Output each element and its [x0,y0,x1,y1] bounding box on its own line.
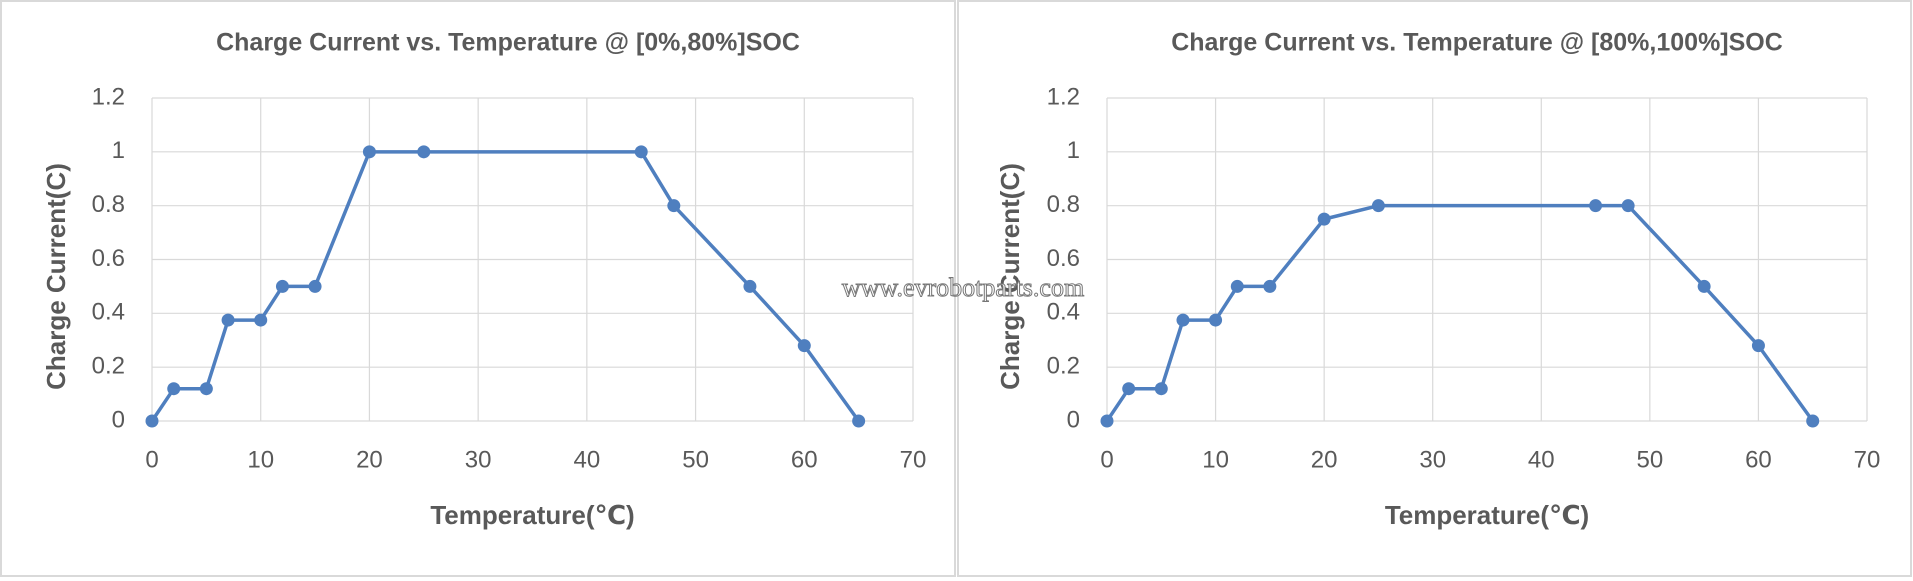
data-point [667,199,681,213]
x-tick-label: 10 [247,446,274,473]
y-tick-label: 1 [1067,137,1080,164]
series-line [150,150,861,423]
data-point [1806,414,1820,428]
y-tick-label: 1 [112,137,125,164]
data-point [145,414,159,428]
x-axis-label: Temperature(℃) [430,500,634,530]
y-axis-label: Charge Current(C) [995,163,1025,390]
charts: Charge Current vs. Temperature @ [0%,80%… [41,29,1880,530]
x-tick-label: 30 [1419,446,1446,473]
y-tick-label: 0.6 [1047,245,1080,272]
x-tick-label: 50 [1637,446,1664,473]
x-tick-label: 40 [574,446,601,473]
data-point [167,382,181,396]
data-point [1697,279,1711,293]
y-axis-label: Charge Current(C) [41,163,71,390]
x-tick-label: 10 [1202,446,1229,473]
chart-panel [957,0,1912,577]
y-tick-label: 0.4 [1047,299,1080,326]
data-point [1371,199,1385,213]
data-point [1317,212,1331,226]
x-tick-label: 70 [1854,446,1881,473]
x-tick-label: 70 [900,446,927,473]
y-tick-label: 0.2 [92,353,125,380]
x-tick-label: 50 [682,446,709,473]
y-tick-label: 0.2 [1047,353,1080,380]
data-point [254,313,268,327]
y-tick-label: 0 [112,406,125,433]
series-line [1105,203,1815,423]
x-tick-label: 60 [1745,446,1772,473]
data-point [417,145,431,159]
data-point [1751,339,1765,353]
x-tick-label: 0 [1100,446,1113,473]
watermark: www.evrobotparts.com [842,273,1084,302]
y-tick-label: 0.8 [92,191,125,218]
data-point [1621,199,1635,213]
y-tick-label: 1.2 [1047,83,1080,110]
chart-title: Charge Current vs. Temperature @ [0%,80%… [216,29,800,57]
y-tick-label: 0.6 [92,245,125,272]
x-tick-label: 30 [465,446,492,473]
data-point [743,279,757,293]
data-point [1154,382,1168,396]
x-tick-label: 40 [1528,446,1555,473]
y-tick-label: 0 [1067,406,1080,433]
data-point [1263,279,1277,293]
data-point [308,279,322,293]
data-point [797,339,811,353]
x-tick-label: 0 [145,446,158,473]
y-tick-label: 0.4 [92,299,125,326]
data-point [275,279,289,293]
data-point [1122,382,1136,396]
data-point [1100,414,1114,428]
y-tick-label: 0.8 [1047,191,1080,218]
data-point [634,145,648,159]
data-point [199,382,213,396]
x-tick-label: 60 [791,446,818,473]
chart-title: Charge Current vs. Temperature @ [80%,10… [1171,29,1783,57]
data-point [1176,313,1190,327]
data-point [1230,279,1244,293]
x-axis-label: Temperature(℃) [1385,500,1589,530]
y-tick-label: 1.2 [92,83,125,110]
data-point [1209,313,1223,327]
data-point [1589,199,1603,213]
data-point [362,145,376,159]
data-point [221,313,235,327]
data-point [852,414,866,428]
x-tick-label: 20 [1311,446,1338,473]
x-tick-label: 20 [356,446,383,473]
